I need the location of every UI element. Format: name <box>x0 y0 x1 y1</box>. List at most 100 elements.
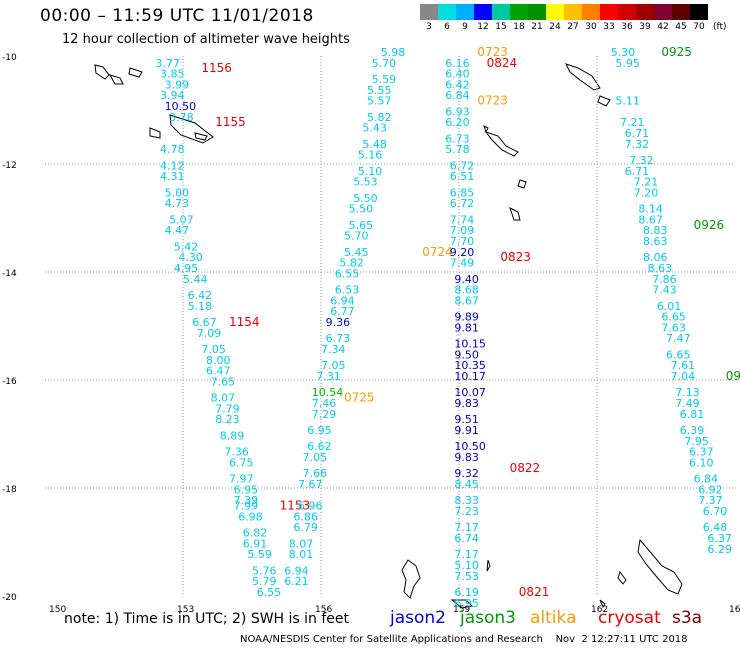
swh-value: 5.59 <box>247 548 272 561</box>
pass-time-label: 0724 <box>422 245 453 259</box>
swh-value: 6.94 <box>284 564 309 577</box>
scale-swatch <box>474 4 492 20</box>
swh-value: 7.13 <box>675 386 700 399</box>
lat-lon-grid <box>45 56 735 596</box>
swh-value: 9.36 <box>326 316 351 329</box>
swh-value: 7.05 <box>201 343 226 356</box>
island-coastline <box>149 114 214 144</box>
swh-value: 5.70 <box>372 57 397 70</box>
swh-value: 6.72 <box>450 159 475 172</box>
lon-tick-label: 159 <box>453 605 470 615</box>
swh-value: 6.37 <box>707 532 732 545</box>
swh-value: 9.81 <box>454 321 479 334</box>
swh-value: 5.82 <box>367 111 392 124</box>
swh-value: 5.82 <box>339 257 364 270</box>
swh-value: 7.31 <box>316 370 341 383</box>
legend-altika: altika <box>530 608 577 628</box>
swh-value: 6.79 <box>293 521 318 534</box>
swh-value: 6.55 <box>257 586 282 599</box>
swh-value: 8.06 <box>643 251 668 264</box>
lat-tick-label: -20 <box>2 593 17 603</box>
swh-value: 5.18 <box>188 300 213 313</box>
swh-value: 5.30 <box>611 46 636 59</box>
swh-value: 7.21 <box>634 176 659 189</box>
pass-time-label: 0821 <box>519 585 550 599</box>
scale-label: 15 <box>495 22 507 32</box>
swh-value: 8.63 <box>648 262 673 275</box>
swh-value: 7.39 <box>234 494 259 507</box>
swh-value: 6.55 <box>335 267 360 280</box>
swh-value: 7.17 <box>454 521 479 534</box>
swh-value: 7.70 <box>450 235 475 248</box>
swh-value: 7.37 <box>698 494 723 507</box>
swh-value: 5.42 <box>174 240 199 253</box>
swh-value: 6.71 <box>625 127 650 140</box>
swh-value: 8.67 <box>638 213 663 226</box>
swh-value: 5.07 <box>169 213 194 226</box>
swh-value: 9.40 <box>454 273 479 286</box>
color-scale-unit: (ft) <box>713 22 727 32</box>
lon-tick-label: 165 <box>729 605 740 615</box>
swh-value: 5.95 <box>615 57 640 70</box>
lat-tick-label: -18 <box>2 485 17 495</box>
swh-value: 6.85 <box>450 186 475 199</box>
swh-value: 6.42 <box>445 78 470 91</box>
swh-value: 5.48 <box>362 138 387 151</box>
swh-value: 7.79 <box>215 402 240 415</box>
island-coastline <box>483 125 527 221</box>
swh-value: 6.86 <box>293 510 318 523</box>
swh-value: 5.98 <box>381 46 406 59</box>
scale-label: 30 <box>585 22 597 32</box>
swh-value: 7.29 <box>312 408 337 421</box>
swh-value: 7.34 <box>321 343 346 356</box>
swh-value: 6.01 <box>657 300 682 313</box>
swh-value: 6.51 <box>450 170 475 183</box>
scale-label: 21 <box>531 22 543 32</box>
swh-value: 8.23 <box>215 413 240 426</box>
swh-value: 8.67 <box>454 294 479 307</box>
swh-value: 6.94 <box>330 294 355 307</box>
swh-value: 7.36 <box>224 446 249 459</box>
scale-label: 39 <box>639 22 651 32</box>
scale-label: 12 <box>477 22 489 32</box>
pass-time-label: 0823 <box>500 250 531 264</box>
scale-label: 36 <box>621 22 633 32</box>
swh-value: 7.53 <box>454 570 479 583</box>
swh-value: 7.49 <box>450 257 475 270</box>
legend-jason2: jason2 <box>390 608 446 628</box>
swh-value: 7.74 <box>450 213 475 226</box>
swh-value: 8.07 <box>289 537 314 550</box>
swh-value: 7.04 <box>671 370 696 383</box>
scale-swatch <box>618 4 636 20</box>
swh-value: 8.45 <box>454 478 479 491</box>
swh-value: 5.16 <box>358 149 383 162</box>
swh-value: 7.20 <box>634 186 659 199</box>
swh-value: 8.68 <box>454 284 479 297</box>
swh-value: 10.15 <box>454 338 486 351</box>
lon-tick-label: 162 <box>591 605 608 615</box>
pass-time-label: 092 <box>726 369 740 383</box>
swh-value: 6.74 <box>454 532 479 545</box>
scale-swatch <box>456 4 474 20</box>
axis-labels: -10 -12 -14 -16 -18 -20 150 153 156 159 162 165 <box>2 53 740 615</box>
swh-value: 7.05 <box>321 359 346 372</box>
swh-value: 8.14 <box>638 203 663 216</box>
swh-value: 5.79 <box>252 575 277 588</box>
scale-label: 6 <box>444 22 450 32</box>
island-coastline <box>599 538 683 609</box>
swh-value: 8.07 <box>211 392 236 405</box>
swh-value: 6.19 <box>454 586 479 599</box>
swh-value: 7.99 <box>234 500 259 513</box>
swh-value: 6.65 <box>661 311 686 324</box>
pass-time-label: 0925 <box>661 45 692 59</box>
swh-value: 4.30 <box>178 251 203 264</box>
swh-value: 6.21 <box>284 575 309 588</box>
swh-value: 5.50 <box>349 203 374 216</box>
swh-value: 6.81 <box>680 408 705 421</box>
swh-value: 6.91 <box>243 537 267 550</box>
swh-value: 10.35 <box>454 359 486 372</box>
swh-value: 7.17 <box>454 548 479 561</box>
swh-value: 6.47 <box>206 365 231 378</box>
swh-value: 8.01 <box>289 548 314 561</box>
swh-value: 9.83 <box>454 451 479 464</box>
